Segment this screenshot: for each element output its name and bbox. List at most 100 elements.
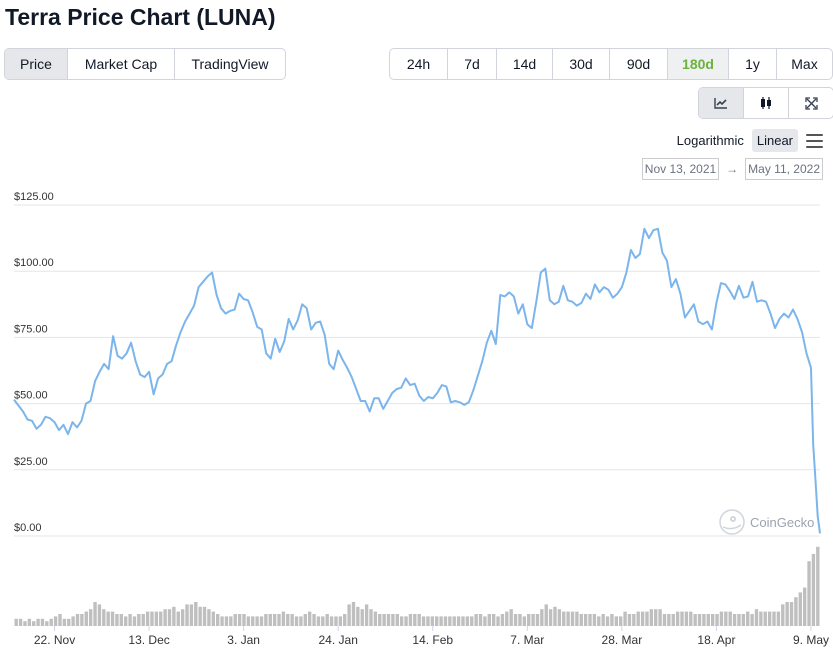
volume-bar [281,611,286,626]
line-view-button[interactable] [699,88,744,118]
tab-price[interactable]: Price [5,49,68,79]
volume-bar [110,611,115,626]
volume-bar [724,611,728,626]
volume-bar [627,614,632,626]
volume-bar [75,614,80,626]
volume-bar [689,611,693,626]
volume-bar [715,614,719,626]
volume-bar [172,606,176,626]
volume-bar [737,614,741,626]
volume-bar [316,616,321,626]
volume-bar [386,614,391,626]
volume-bar [124,616,128,626]
range-30d[interactable]: 30d [553,49,610,79]
range-180d[interactable]: 180d [668,49,729,79]
volume-bar [776,611,781,626]
range-14d[interactable]: 14d [497,49,553,79]
volume-bar [198,606,202,626]
y-tick-label: $0.00 [14,522,42,534]
volume-bar [640,611,645,626]
volume-bar [71,616,75,626]
volume-bar [763,611,767,626]
volume-bar [18,618,23,626]
volume-bar [583,614,588,626]
volume-bar [102,609,106,626]
volume-bar [478,614,483,626]
volume-bar [443,616,448,626]
volume-bar [312,614,316,626]
volume-bar [675,611,680,626]
volume-bar [216,614,220,626]
date-from-input[interactable]: Nov 13, 2021 [641,158,720,180]
volume-bar [719,611,724,626]
volume-bar [614,616,618,626]
volume-bar [632,614,636,626]
volume-bar [224,616,229,626]
volume-bar [356,606,360,626]
y-tick-label: $50.00 [14,390,48,402]
volume-bar [553,606,557,626]
volume-bar [448,616,452,626]
volume-bar [141,614,145,626]
volume-bar [802,587,807,626]
volume-bar [264,614,268,626]
fullscreen-button[interactable] [789,88,833,118]
volume-bar [36,618,40,626]
volume-bar [741,614,746,626]
candlestick-view-button[interactable] [744,88,789,118]
volume-bar [242,614,246,626]
price-line [13,227,821,534]
volume-bar [518,614,522,626]
volume-bar [268,614,272,626]
range-1y[interactable]: 1y [729,49,777,79]
hamburger-menu-icon[interactable] [806,133,823,148]
volume-bar [373,611,378,626]
volume-bar [189,604,194,626]
volume-bar [671,614,675,626]
volume-bar [290,614,294,626]
y-tick-label: $125.00 [14,191,54,203]
volume-bar [588,614,592,626]
range-7d[interactable]: 7d [448,49,497,79]
volume-bar [413,614,417,626]
tab-tradingview[interactable]: TradingView [191,56,269,72]
volume-bar [811,554,816,626]
volume-bar [325,614,329,626]
volume-bar [816,546,820,626]
volume-bar [115,614,119,626]
volume-bar [597,616,601,626]
scale-logarithmic[interactable]: Logarithmic [676,133,744,148]
volume-bar [474,614,478,626]
volume-bar [202,606,207,626]
range-90d[interactable]: 90d [610,49,668,79]
volume-bar [610,614,614,626]
volume-bar [785,602,789,626]
x-tick-label: 7. Mar [510,633,544,647]
volume-bar [421,616,426,626]
date-to-input[interactable]: May 11, 2022 [745,158,823,180]
volume-bar [732,614,737,626]
volume-bar [702,614,706,626]
tab-market-cap[interactable]: Market Cap [68,49,175,79]
volume-bar [97,604,102,626]
volume-bar [575,611,579,626]
volume-bar [509,609,513,626]
scale-linear[interactable]: Linear [751,129,798,152]
volume-bar [531,614,535,626]
volume-bar [220,616,224,626]
volume-bar [513,614,518,626]
volume-bar [237,614,242,626]
volume-bar [185,604,189,626]
volume-bar [505,611,509,626]
volume-bar [321,616,325,626]
range-24h[interactable]: 24h [390,49,448,79]
chart-view-tabs [698,87,833,119]
range-max[interactable]: Max [791,56,818,72]
volume-bar [759,611,763,626]
volume-bar [649,609,654,626]
x-tick-label: 24. Jan [319,633,358,647]
volume-bar [14,618,18,626]
volume-bar [272,614,277,626]
volume-bar [58,614,62,626]
volume-bar [53,616,58,626]
